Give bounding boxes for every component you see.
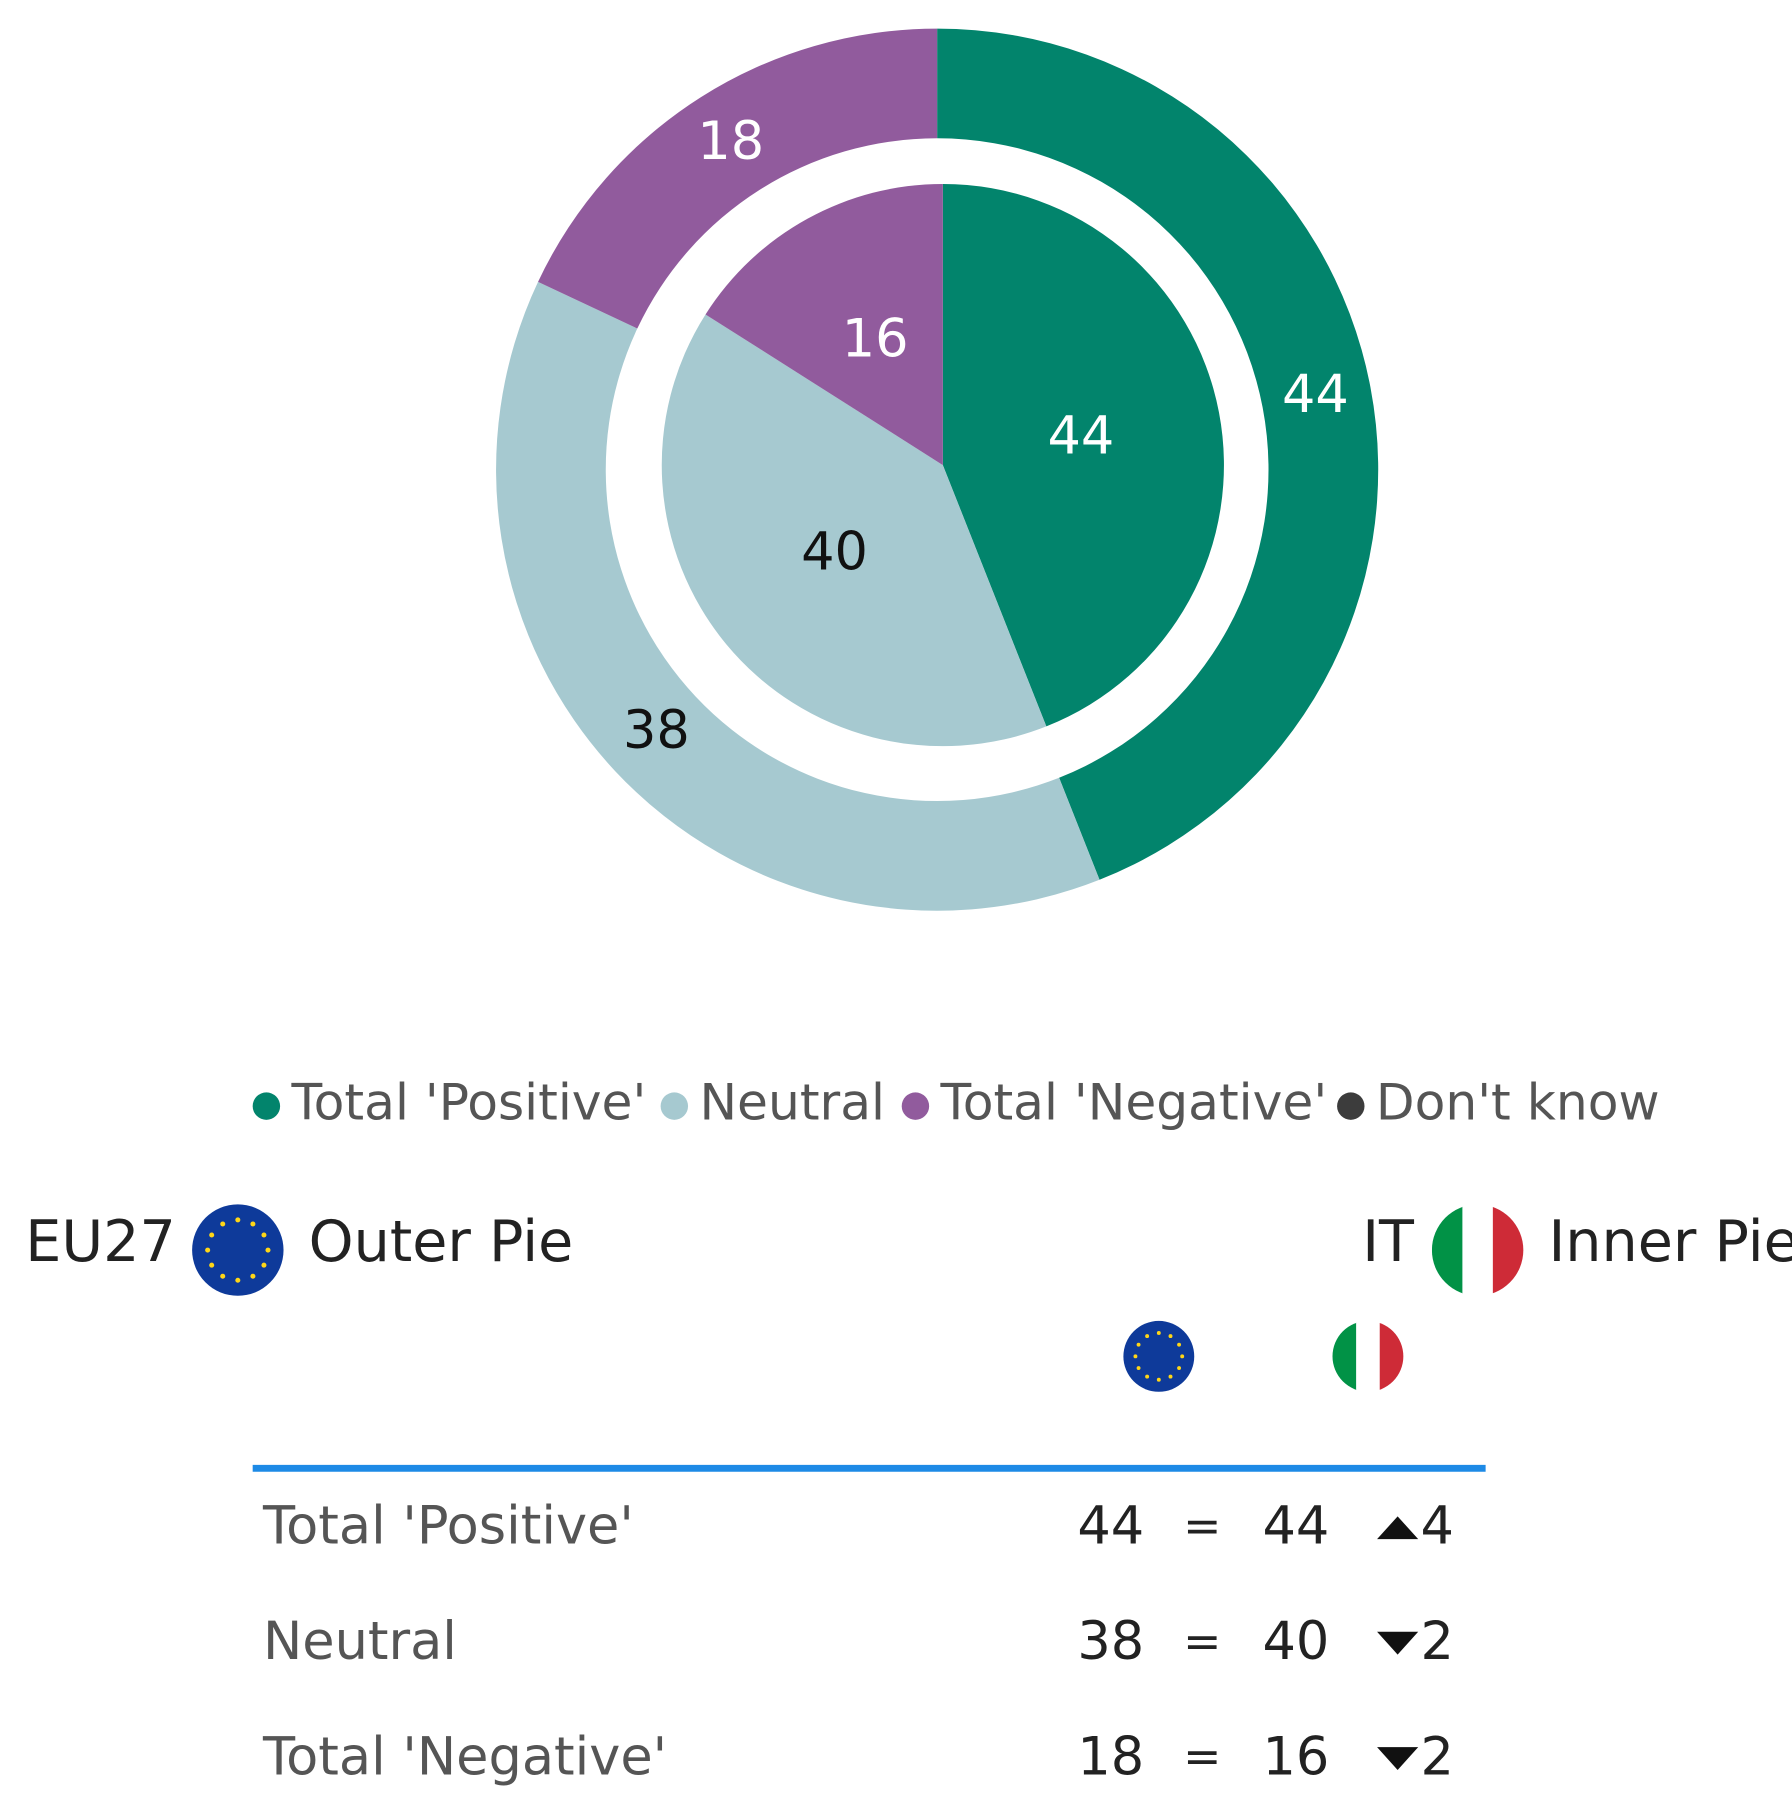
- series-name: EU27: [25, 1209, 176, 1275]
- it-flag: [1431, 1204, 1524, 1296]
- flag-star: [1133, 1354, 1138, 1359]
- row-label: Neutral: [263, 1611, 457, 1672]
- row-change: 2: [1420, 1726, 1453, 1787]
- pie-segment: [661, 314, 1047, 747]
- flag-star: [1168, 1334, 1173, 1339]
- row-eu-value: 44: [1077, 1496, 1144, 1557]
- flag-star: [250, 1221, 256, 1227]
- row-label: Total 'Positive': [262, 1496, 634, 1557]
- flag-star: [235, 1277, 241, 1283]
- series-caption: Inner Pie: [1548, 1209, 1792, 1275]
- flag-star: [235, 1217, 241, 1223]
- pie-segment: [538, 28, 938, 329]
- flag-star: [1177, 1342, 1182, 1347]
- arrow-up: [1377, 1516, 1419, 1540]
- flag-star: [1145, 1334, 1150, 1339]
- legend-marker: [901, 1092, 930, 1120]
- flag-star: [1168, 1374, 1173, 1379]
- legend-marker: [660, 1092, 689, 1120]
- flag-star: [250, 1273, 256, 1279]
- series-caption: Outer Pie: [309, 1209, 574, 1275]
- legend-label: Total 'Positive': [291, 1073, 647, 1132]
- eu-flag: [192, 1204, 284, 1296]
- flag-star: [209, 1262, 215, 1268]
- data-label: 18: [697, 111, 764, 172]
- data-label: 44: [1047, 405, 1114, 466]
- arrow-down: [1377, 1631, 1419, 1655]
- legend-marker: [252, 1092, 281, 1120]
- row-it-value: 40: [1262, 1611, 1329, 1672]
- flag-band: [1356, 1320, 1381, 1392]
- data-label: 16: [842, 309, 909, 370]
- flag-star: [1156, 1377, 1161, 1382]
- flag-band: [1492, 1204, 1524, 1296]
- flag-star: [1180, 1354, 1185, 1359]
- arrow-down: [1377, 1747, 1419, 1771]
- flag-star: [261, 1262, 267, 1268]
- eu-flag: [1123, 1320, 1195, 1392]
- flag-band: [1462, 1204, 1494, 1296]
- row-it-value: 44: [1262, 1496, 1329, 1557]
- row-it-value: 16: [1262, 1726, 1329, 1787]
- flag-star: [209, 1232, 215, 1238]
- data-label: 40: [801, 521, 868, 582]
- flag-star: [1145, 1374, 1150, 1379]
- flag-star: [261, 1232, 267, 1238]
- row-sign: =: [1183, 1615, 1221, 1668]
- flag-star: [1136, 1366, 1141, 1370]
- pie-segment: [942, 183, 1224, 727]
- flag-bg: [192, 1204, 284, 1296]
- flag-star: [205, 1247, 211, 1253]
- flag-band: [1431, 1204, 1463, 1296]
- pie-segment: [937, 28, 1379, 880]
- row-sign: =: [1183, 1730, 1221, 1783]
- flag-bg: [1123, 1320, 1195, 1392]
- flag-band: [1379, 1320, 1404, 1392]
- flag-star: [220, 1273, 226, 1279]
- row-label: Total 'Negative': [262, 1726, 667, 1787]
- flag-band: [1332, 1320, 1357, 1392]
- legend-label: Total 'Negative': [940, 1073, 1328, 1132]
- row-eu-value: 38: [1077, 1611, 1144, 1672]
- pie-segment: [705, 183, 943, 466]
- flag-star: [265, 1247, 271, 1253]
- it-flag: [1332, 1320, 1404, 1392]
- data-label: 38: [623, 700, 690, 761]
- legend-label: Don't know: [1376, 1073, 1660, 1132]
- legend-label: Neutral: [699, 1073, 885, 1132]
- flag-star: [1136, 1342, 1141, 1347]
- row-eu-value: 18: [1077, 1726, 1144, 1787]
- flag-star: [220, 1221, 226, 1227]
- row-change: 4: [1420, 1496, 1453, 1557]
- flag-star: [1156, 1331, 1161, 1335]
- flag-star: [1177, 1366, 1182, 1370]
- data-label: 44: [1282, 364, 1349, 425]
- series-name: IT: [1362, 1209, 1415, 1275]
- row-change: 2: [1420, 1611, 1453, 1672]
- row-sign: =: [1183, 1499, 1221, 1552]
- legend-marker: [1337, 1092, 1365, 1120]
- pie-segment: [496, 281, 1100, 911]
